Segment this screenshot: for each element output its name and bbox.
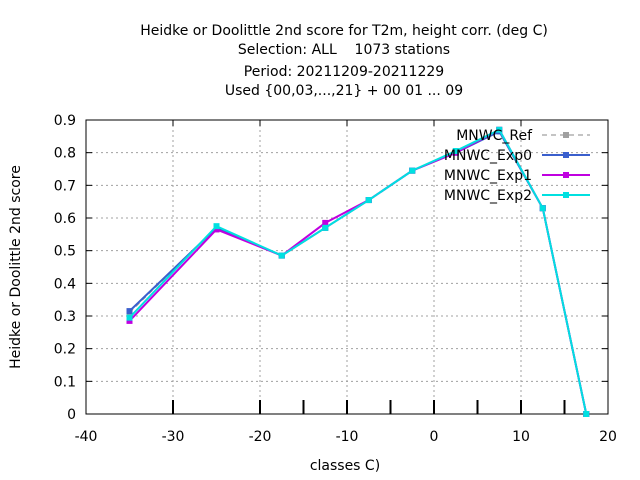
legend-swatch-marker xyxy=(563,132,569,138)
y-tick-label: 0.1 xyxy=(54,374,76,390)
x-tick-label: 20 xyxy=(599,429,617,445)
y-axis-label: Heidke or Doolittle 2nd score xyxy=(8,165,24,369)
y-tick-label: 0.3 xyxy=(54,309,76,325)
legend-swatch-marker xyxy=(563,192,569,198)
legend-label: MNWC_Exp0 xyxy=(444,148,532,164)
legend-swatch-marker xyxy=(563,152,569,158)
data-point-MNWC_Exp2-1 xyxy=(213,223,220,230)
y-tick-label: 0.8 xyxy=(54,146,76,162)
x-tick-label: -30 xyxy=(162,429,185,445)
data-point-MNWC_Exp2-7 xyxy=(496,126,503,133)
data-point-MNWC_Exp2-0 xyxy=(126,314,133,321)
title-line-2: Selection: ALL 1073 stations xyxy=(238,42,450,58)
legend-label: MNWC_Exp2 xyxy=(444,188,532,204)
data-point-MNWC_Exp2-3 xyxy=(322,224,329,231)
legend-entry-MNWC_Exp0: MNWC_Exp0 xyxy=(444,148,590,164)
class-markers xyxy=(172,400,566,414)
title-line-3: Period: 20211209-20211229 xyxy=(244,64,444,80)
data-point-MNWC_Exp2-2 xyxy=(278,252,285,259)
x-axis: -40 -30 -20 -10 0 10 20 xyxy=(75,120,617,445)
chart-title: Heidke or Doolittle 2nd score for T2m, h… xyxy=(140,23,548,99)
data-point-MNWC_Exp0-0 xyxy=(126,308,133,315)
data-point-MNWC_Exp2-9 xyxy=(583,411,590,417)
legend-label: MNWC_Exp1 xyxy=(444,168,532,184)
legend-entry-MNWC_Exp2: MNWC_Exp2 xyxy=(444,188,590,204)
legend-swatch-marker xyxy=(563,172,569,178)
title-line-1: Heidke or Doolittle 2nd score for T2m, h… xyxy=(140,23,548,39)
x-tick-label: 10 xyxy=(512,429,530,445)
legend-label: MNWC_Ref xyxy=(456,128,533,144)
data-point-MNWC_Exp1-1 xyxy=(213,226,220,233)
legend-entry-MNWC_Ref: MNWC_Ref xyxy=(456,128,590,144)
y-tick-label: 0.7 xyxy=(54,178,76,194)
y-tick-label: 0.2 xyxy=(54,342,76,358)
data-point-MNWC_Exp1-0 xyxy=(126,317,133,324)
data-point-MNWC_Exp1-3 xyxy=(322,219,329,226)
data-point-MNWC_Exp2-5 xyxy=(409,167,416,174)
series-MNWC_Exp2 xyxy=(126,126,590,417)
y-axis: 0 0.1 0.2 0.3 0.4 0.5 0.6 0.7 0.8 0.9 xyxy=(54,113,608,423)
x-tick-label: -20 xyxy=(249,429,272,445)
y-tick-label: 0.5 xyxy=(54,244,76,260)
series-line-MNWC_Exp2 xyxy=(128,128,588,415)
title-line-4: Used {00,03,...,21} + 00 01 ... 09 xyxy=(225,83,463,99)
x-axis-label: classes C) xyxy=(310,458,380,474)
series-layer xyxy=(126,126,590,417)
y-tick-label: 0.4 xyxy=(54,276,76,292)
x-tick-label: -40 xyxy=(75,429,98,445)
y-tick-label: 0.6 xyxy=(54,211,76,227)
legend: MNWC_Ref MNWC_Exp0 MNWC_Exp1 MNWC_Exp2 xyxy=(444,128,590,204)
grid xyxy=(86,120,608,414)
data-point-MNWC_Exp2-6 xyxy=(452,148,459,155)
x-tick-label: -10 xyxy=(336,429,359,445)
legend-entry-MNWC_Exp1: MNWC_Exp1 xyxy=(444,168,590,184)
x-tick-label: 0 xyxy=(430,429,439,445)
data-point-MNWC_Exp2-8 xyxy=(539,205,546,212)
data-point-MNWC_Exp2-4 xyxy=(365,197,372,204)
y-tick-label: 0.9 xyxy=(54,113,76,129)
y-tick-label: 0 xyxy=(67,407,76,423)
